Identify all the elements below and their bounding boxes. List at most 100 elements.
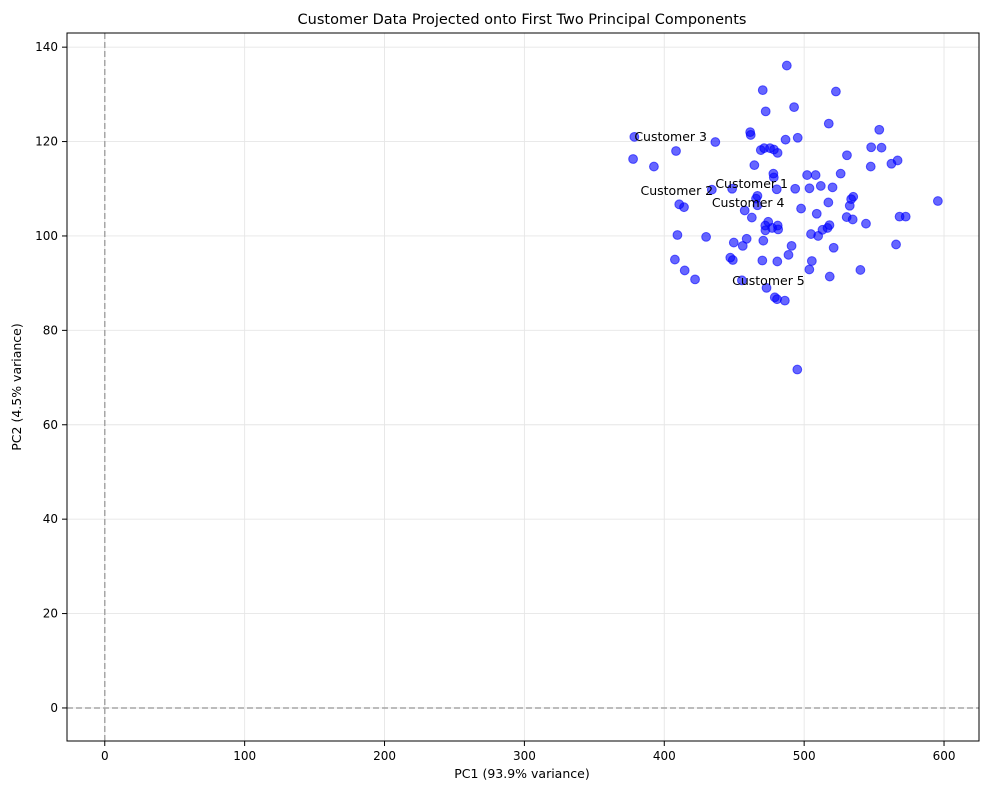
data-point: [781, 60, 792, 71]
data-point: [679, 202, 689, 213]
x-tick-label: 200: [373, 749, 396, 763]
data-point: [783, 249, 794, 260]
data-point: [772, 294, 782, 305]
data-point: [835, 168, 846, 179]
data-point: [741, 233, 752, 244]
data-point: [855, 265, 866, 275]
data-point: [757, 85, 768, 96]
data-point: [842, 150, 852, 161]
data-point: [737, 275, 747, 286]
data-point: [739, 205, 750, 216]
y-tick-label: 120: [35, 135, 58, 149]
x-tick-label: 600: [933, 749, 956, 763]
data-point: [768, 172, 779, 183]
y-tick-label: 0: [50, 701, 58, 715]
data-point: [932, 196, 943, 206]
x-axis-label: PC1 (93.9% variance): [454, 766, 589, 781]
annotation-label: Customer 1: [715, 176, 788, 191]
data-point: [672, 230, 683, 240]
annotation-label: Customer 2: [640, 183, 713, 198]
data-point: [745, 130, 756, 140]
data-point: [690, 274, 700, 285]
data-point: [848, 191, 859, 202]
data-point: [670, 254, 680, 265]
data-point: [761, 282, 772, 293]
data-point: [758, 235, 769, 246]
data-point: [866, 142, 877, 153]
x-tick-label: 0: [101, 749, 109, 763]
y-tick-label: 80: [43, 323, 58, 337]
y-tick-label: 60: [43, 418, 58, 432]
data-point: [824, 271, 835, 282]
data-point: [823, 118, 834, 129]
data-point: [772, 256, 783, 267]
data-point: [752, 190, 763, 201]
data-point: [804, 183, 815, 194]
data-point: [727, 255, 738, 265]
data-point: [865, 161, 876, 172]
y-tick-label: 20: [43, 607, 58, 621]
data-point: [827, 182, 838, 193]
data-point: [792, 132, 803, 143]
data-point: [710, 137, 721, 147]
data-point: [876, 142, 887, 153]
data-point: [823, 197, 834, 208]
data-point: [796, 203, 806, 214]
grid: [67, 33, 979, 741]
data-point: [628, 154, 638, 164]
data-point: [671, 146, 681, 156]
plot-frame: [66, 32, 980, 742]
data-point: [802, 170, 812, 180]
annotation-label: Customer 3: [634, 129, 707, 144]
data-point: [789, 102, 799, 113]
data-point: [892, 155, 903, 166]
data-point: [891, 239, 901, 250]
data-point: [874, 124, 885, 135]
data-point: [900, 211, 911, 222]
data-point: [701, 232, 711, 242]
y-tick-label: 140: [35, 40, 58, 54]
data-point: [824, 220, 835, 231]
y-tick-label: 100: [35, 229, 58, 243]
x-tick-label: 500: [793, 749, 816, 763]
data-point: [780, 134, 791, 145]
data-point: [772, 147, 783, 158]
data-point: [749, 160, 760, 171]
data-point: [804, 264, 815, 275]
data-point: [649, 161, 659, 172]
data-point: [629, 131, 640, 142]
x-tick-label: 400: [653, 749, 676, 763]
data-point: [810, 170, 821, 180]
y-tick-label: 40: [43, 512, 58, 526]
x-tick-label: 300: [513, 749, 536, 763]
data-point: [773, 224, 784, 235]
data-point: [815, 181, 826, 191]
data-point: [792, 364, 803, 375]
data-point: [757, 255, 768, 266]
y-axis-ticks: 0 20 40 60 80 100 120 140: [35, 40, 67, 715]
data-point: [706, 184, 717, 195]
annotation-label: Customer 4: [712, 195, 785, 210]
data-point: [811, 208, 822, 219]
data-point: [831, 86, 841, 97]
data-point: [779, 295, 790, 306]
y-axis-label: PC2 (4.5% variance): [9, 323, 24, 451]
data-point: [806, 256, 817, 266]
data-point: [861, 218, 871, 229]
data-point: [746, 212, 757, 223]
data-point: [760, 106, 771, 117]
data-point: [727, 183, 738, 194]
data-points: [628, 60, 943, 375]
data-point: [679, 265, 690, 276]
x-axis-ticks: 0 100 200 300 400 500 600: [101, 741, 956, 763]
data-point: [771, 184, 782, 195]
reference-lines: [67, 33, 979, 741]
data-point: [786, 240, 797, 251]
data-point: [790, 183, 801, 194]
annotation-label: Customer 5: [732, 273, 805, 288]
data-point: [728, 237, 739, 248]
